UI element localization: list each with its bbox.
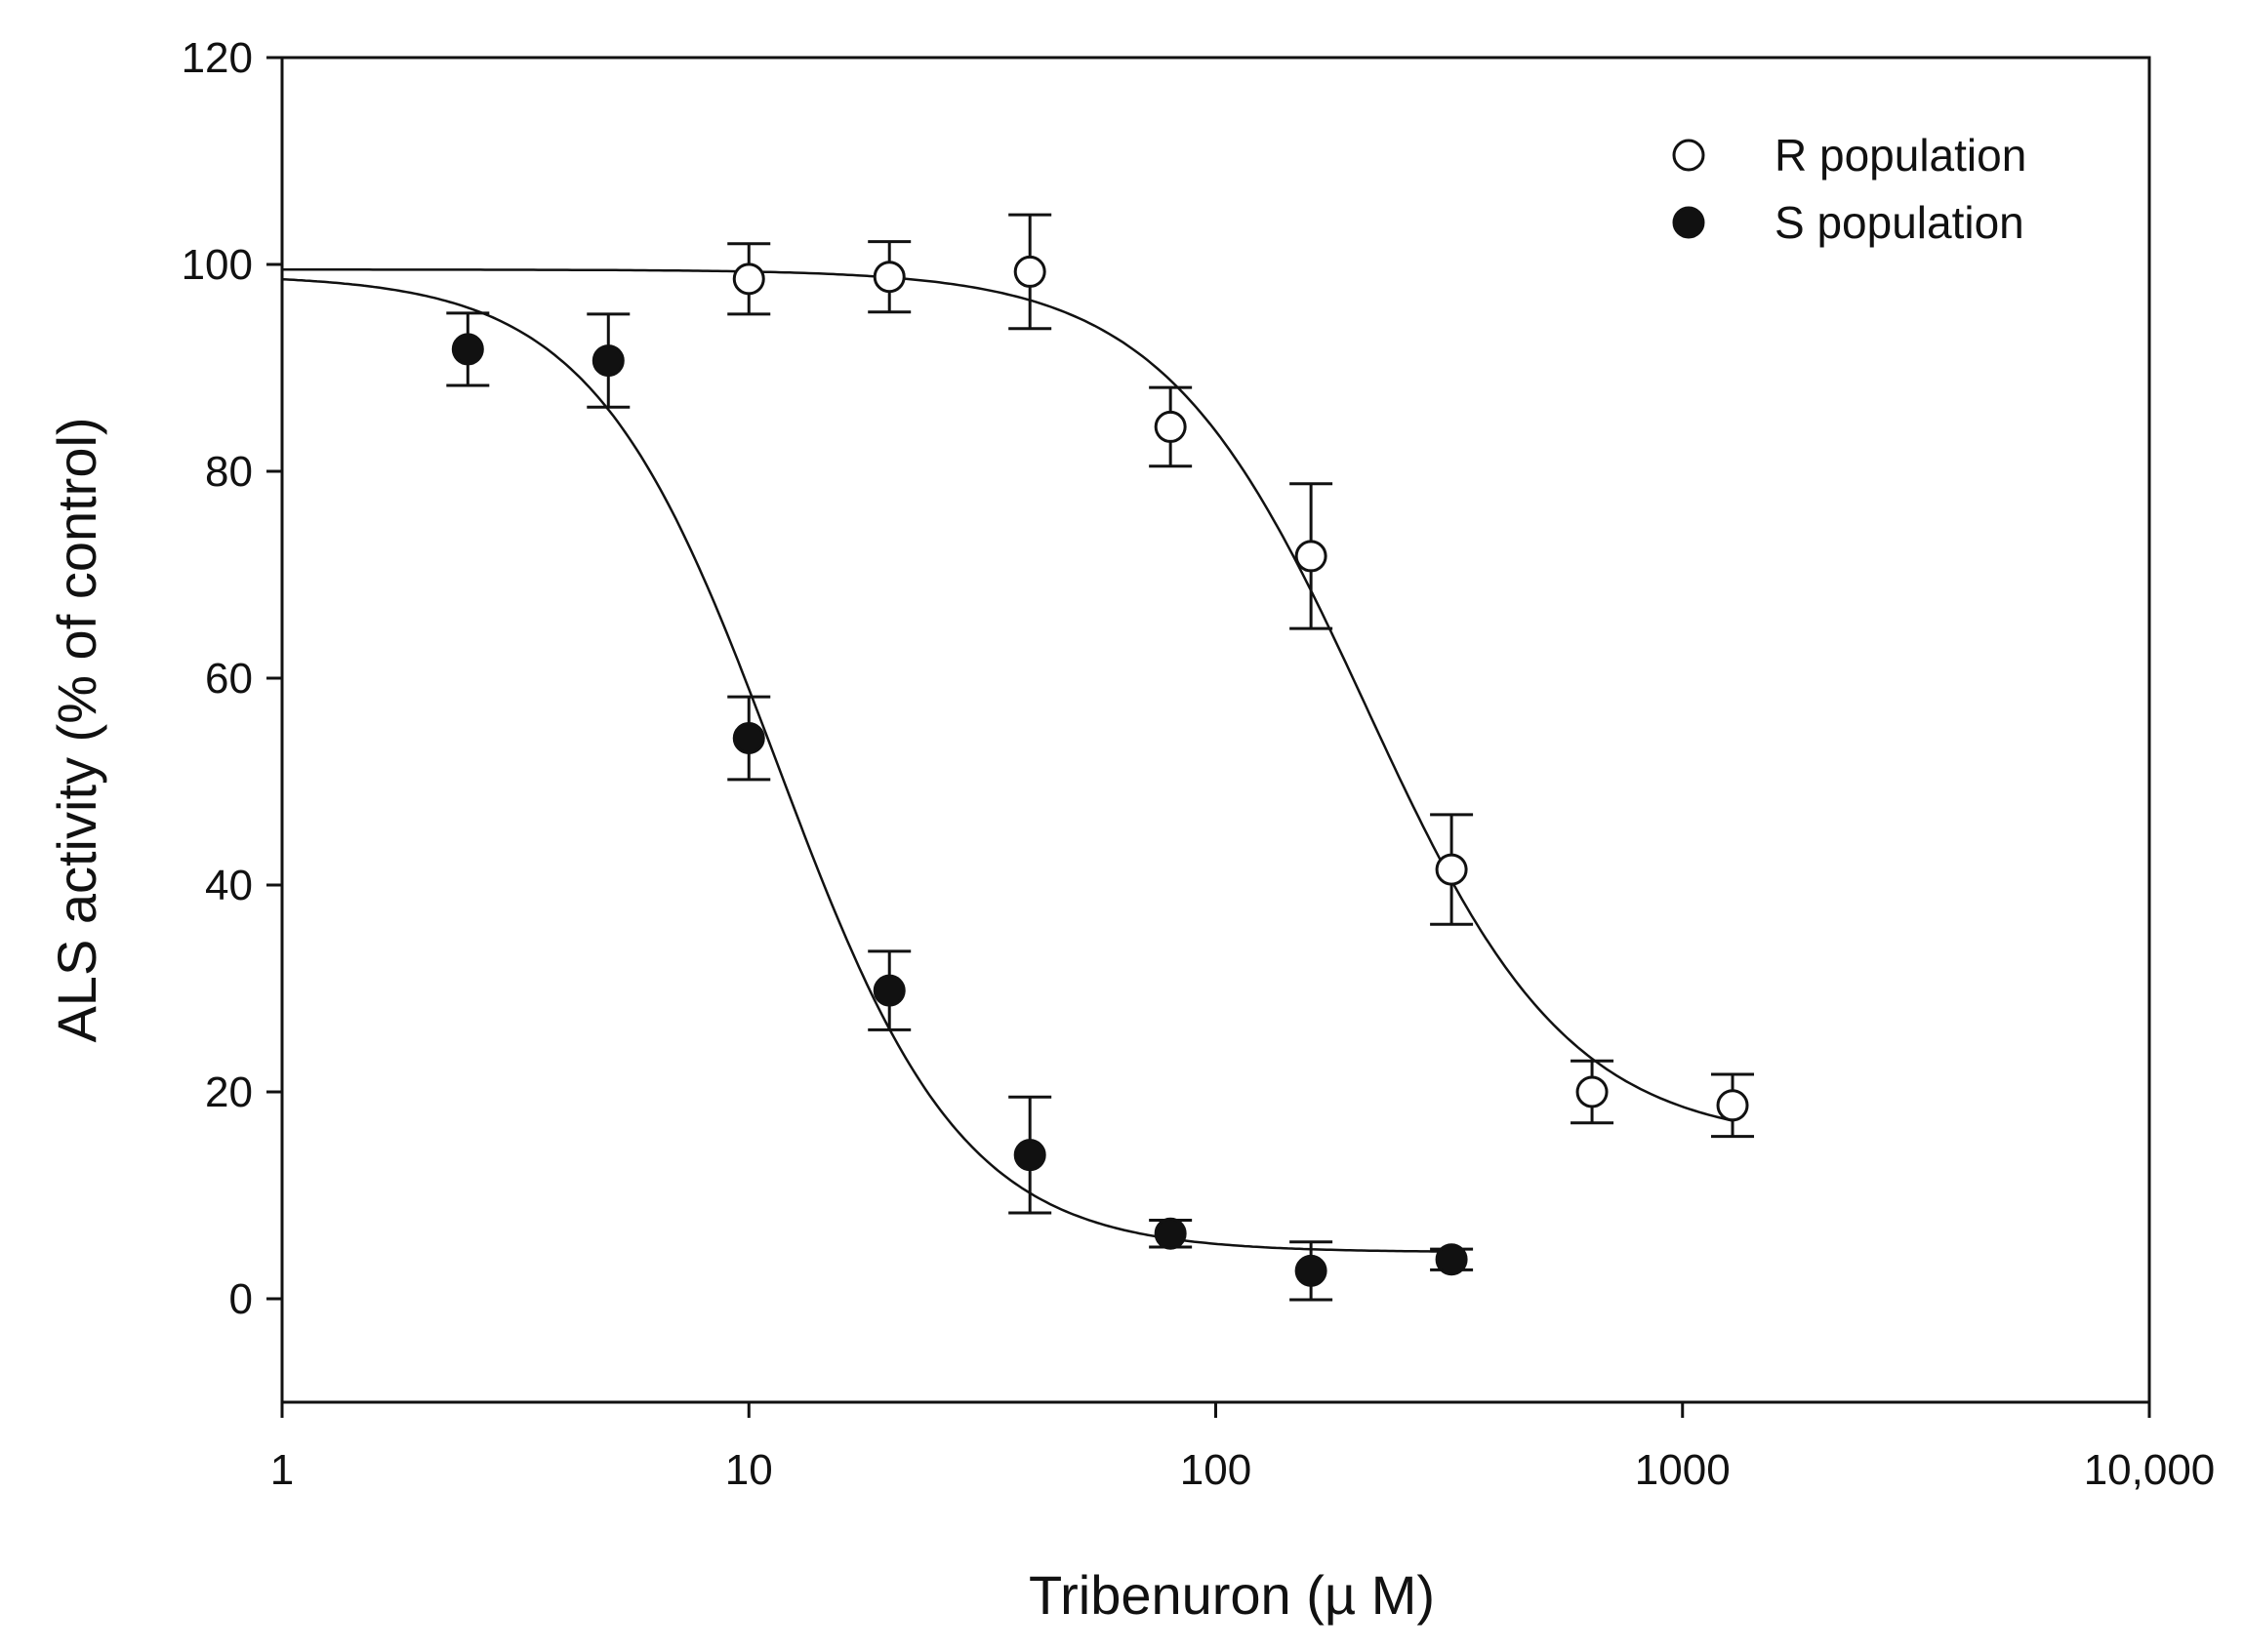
data-point-r	[1716, 1089, 1749, 1122]
x-axis-title: Tribenuron (µ M)	[1029, 1564, 1435, 1626]
x-tick-label: 1	[270, 1446, 294, 1494]
legend-label-r: R population	[1775, 130, 2026, 181]
data-point-s	[873, 974, 906, 1007]
y-tick-label: 40	[205, 862, 253, 909]
data-point-s	[1294, 1254, 1327, 1287]
data-point-r	[732, 262, 765, 296]
y-tick-label: 100	[182, 241, 253, 289]
x-tick-label: 10,000	[2084, 1446, 2216, 1494]
data-point-r	[873, 261, 906, 294]
data-point-s	[1013, 1139, 1046, 1172]
y-tick-label: 20	[205, 1068, 253, 1116]
fit-curve-r	[282, 268, 1734, 1122]
legend-label-s: S population	[1775, 197, 2024, 248]
y-tick-label: 60	[205, 655, 253, 703]
y-axis-title: ALS activity (% of control)	[46, 417, 107, 1042]
data-point-r	[1154, 410, 1187, 443]
error-bars	[446, 213, 1755, 1302]
data-point-s	[732, 721, 765, 754]
data-point-s	[592, 344, 625, 378]
data-point-s	[1435, 1243, 1468, 1276]
data-point-s	[451, 333, 484, 366]
data-points	[451, 255, 1749, 1287]
data-point-r	[1575, 1075, 1609, 1108]
plot-frame	[280, 56, 2151, 1404]
legend-marker-s	[1672, 206, 1705, 239]
fit-curves	[281, 268, 1734, 1253]
fit-curve-s	[281, 277, 1452, 1253]
x-tick-label: 1000	[1635, 1446, 1731, 1494]
y-tick-label: 120	[182, 34, 253, 82]
x-tick-label: 100	[1180, 1446, 1251, 1494]
legend-marker-r	[1672, 139, 1705, 172]
y-tick-label: 80	[205, 448, 253, 496]
legend: R population S population	[1672, 130, 2026, 248]
data-point-s	[1154, 1217, 1187, 1250]
data-point-r	[1013, 255, 1046, 288]
data-point-r	[1435, 853, 1468, 886]
data-point-r	[1294, 540, 1327, 573]
y-tick-label: 0	[229, 1275, 253, 1323]
x-tick-label: 10	[725, 1446, 773, 1494]
